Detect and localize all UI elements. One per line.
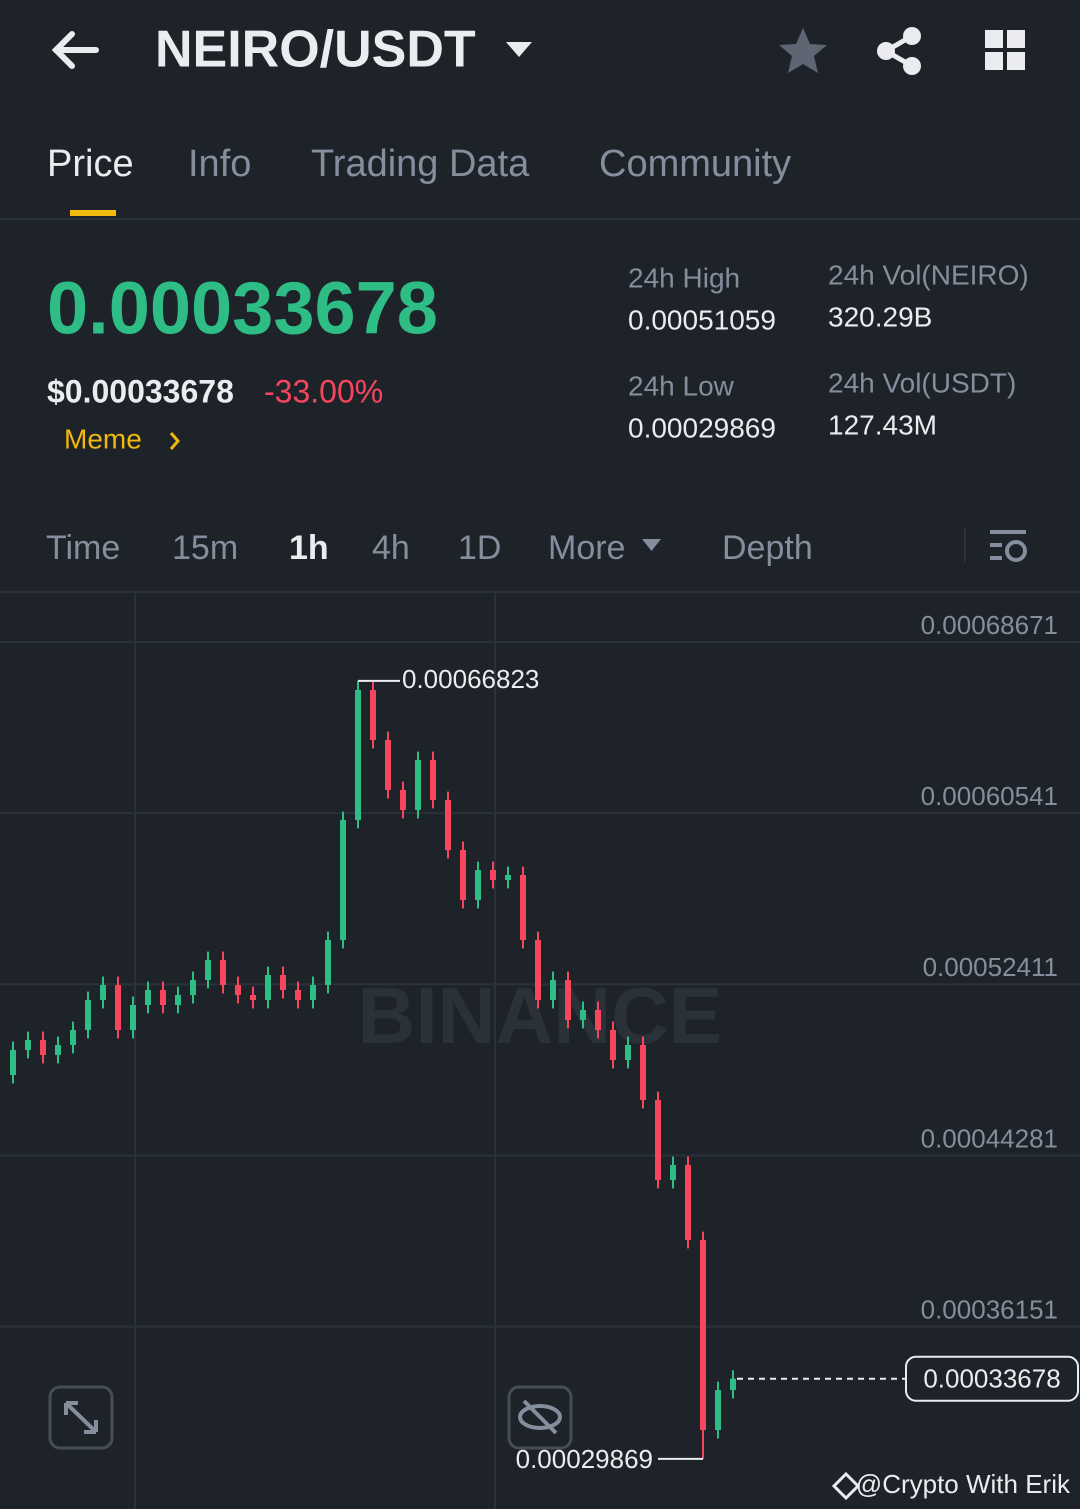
- share-icon[interactable]: [877, 27, 921, 75]
- interval[interactable]: Time: [46, 529, 120, 567]
- candle-body: [280, 974, 286, 991]
- grid-icon[interactable]: [985, 30, 1025, 70]
- pair-title[interactable]: NEIRO/USDT: [155, 21, 476, 79]
- candle-body: [565, 980, 571, 1021]
- candle-body: [655, 1100, 661, 1181]
- candlestick-chart: BINANCE 0.000686710.000605410.000524110.…: [0, 592, 1080, 1509]
- candle-body: [535, 940, 541, 1001]
- tag-arrow[interactable]: [169, 432, 180, 450]
- tab[interactable]: Info: [188, 143, 251, 185]
- candle-body: [190, 980, 196, 995]
- candle-body: [205, 960, 211, 981]
- interval[interactable]: 15m: [172, 529, 238, 567]
- candle-body: [10, 1050, 16, 1075]
- candle-body: [610, 1030, 616, 1061]
- candle-body: [520, 874, 526, 941]
- candle-body: [220, 960, 226, 985]
- candle-body: [115, 984, 121, 1031]
- stat-value: 0.00029869: [628, 412, 776, 443]
- high-label: 0.00066823: [402, 664, 539, 694]
- candle-body: [640, 1044, 646, 1101]
- candle-body: [505, 874, 511, 881]
- candle-body: [400, 790, 406, 811]
- y-tick-label: 0.00052411: [923, 952, 1058, 982]
- candle-body: [430, 760, 436, 801]
- usd-price: $0.00033678: [47, 373, 234, 409]
- fullscreen-button[interactable]: [48, 1385, 114, 1450]
- tag-link[interactable]: Meme: [64, 423, 142, 454]
- candle-body: [685, 1164, 691, 1241]
- chart-settings-icon[interactable]: [990, 530, 1027, 562]
- y-tick-label: 0.00060541: [921, 781, 1058, 811]
- stat-value: 127.43M: [828, 409, 937, 440]
- tab[interactable]: Price: [47, 143, 134, 185]
- candle-body: [700, 1240, 706, 1431]
- y-tick-label: 0.00036151: [921, 1295, 1058, 1325]
- candle-body: [235, 984, 241, 995]
- candle-body: [25, 1040, 31, 1051]
- last-price-label: 0.00033678: [923, 1364, 1060, 1394]
- candle-body: [550, 980, 556, 1001]
- stat-value: 320.29B: [828, 301, 932, 332]
- candle-body: [130, 1004, 136, 1031]
- candle-body: [670, 1164, 676, 1181]
- candle-body: [580, 1010, 586, 1021]
- candle-body: [595, 1010, 601, 1031]
- candle-body: [325, 940, 331, 985]
- interval[interactable]: 4h: [372, 529, 410, 567]
- candle-body: [490, 870, 496, 881]
- stat-label: 24h Vol(NEIRO): [828, 259, 1029, 290]
- stat-value: 0.00051059: [628, 304, 776, 335]
- credit-watermark: @Crypto With Erik: [856, 1469, 1071, 1499]
- tab-indicator: [70, 210, 116, 216]
- credit-logo: [831, 1471, 861, 1501]
- candle-body: [355, 690, 361, 821]
- price-change: -33.00%: [264, 373, 383, 409]
- back-button[interactable]: [51, 31, 99, 69]
- candle-body: [715, 1390, 721, 1431]
- candle-body: [415, 760, 421, 811]
- stat-label: 24h High: [628, 262, 740, 293]
- y-tick-label: 0.00068671: [921, 610, 1058, 640]
- candle-body: [265, 974, 271, 1001]
- tab[interactable]: Community: [599, 143, 791, 185]
- candle-body: [40, 1040, 46, 1055]
- candle-body: [475, 870, 481, 901]
- candle-body: [70, 1030, 76, 1045]
- candle-body: [295, 990, 301, 1001]
- tab[interactable]: Trading Data: [311, 143, 530, 185]
- stat-label: 24h Low: [628, 370, 735, 401]
- last-price-box: [905, 1355, 1079, 1402]
- candle-body: [625, 1044, 631, 1061]
- candle-body: [160, 990, 166, 1005]
- candle-body: [55, 1044, 61, 1055]
- y-tick-label: 0.00044281: [921, 1123, 1058, 1153]
- candle-body: [310, 984, 316, 1001]
- candle-body: [250, 994, 256, 1001]
- stat-label: 24h Vol(USDT): [828, 367, 1016, 398]
- more-dropdown[interactable]: [642, 539, 661, 551]
- candle-body: [730, 1378, 736, 1391]
- interval[interactable]: 1D: [458, 529, 501, 567]
- candle-body: [370, 690, 376, 741]
- interval[interactable]: Depth: [722, 529, 813, 567]
- candle-body: [340, 820, 346, 941]
- candle-body: [100, 984, 106, 1001]
- candle-body: [385, 740, 391, 791]
- favorite-icon[interactable]: [779, 28, 827, 73]
- pair-dropdown[interactable]: [506, 42, 532, 57]
- interval[interactable]: More: [548, 529, 625, 567]
- hide-button[interactable]: [507, 1385, 573, 1450]
- candle-body: [85, 1000, 91, 1031]
- last-price: 0.00033678: [47, 267, 438, 350]
- candle-body: [445, 800, 451, 851]
- candle-body: [145, 990, 151, 1005]
- candle-body: [460, 850, 466, 901]
- candle-body: [175, 994, 181, 1005]
- interval[interactable]: 1h: [289, 529, 329, 567]
